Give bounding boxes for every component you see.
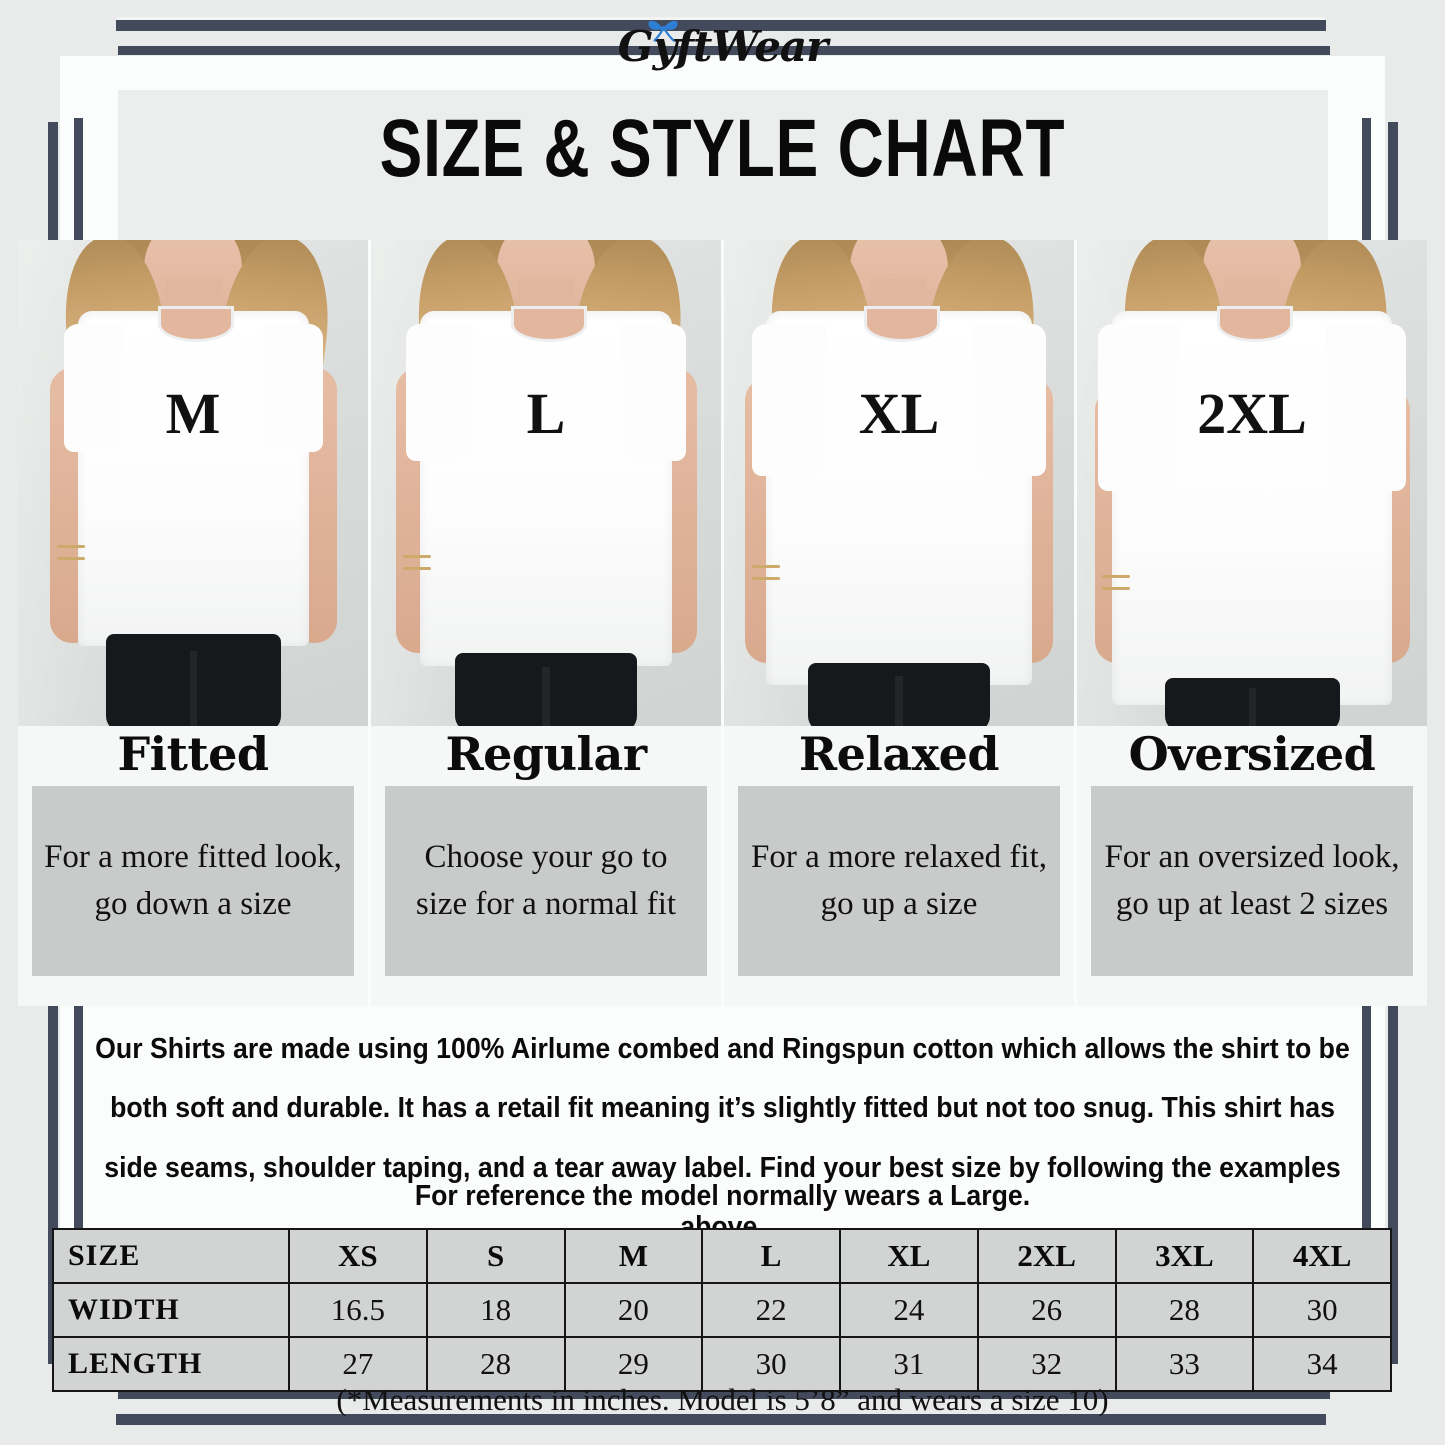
fabric-description-paragraph: Our Shirts are made using 100% Airlume c… xyxy=(95,1033,1350,1243)
width-2xl: 26 xyxy=(976,1282,1117,1338)
length-s: 28 xyxy=(425,1336,566,1392)
style-name-fitted: Fitted xyxy=(117,727,269,781)
style-guide-row: Fitted For a more fitted look, go down a… xyxy=(18,726,1427,1006)
style-desc-box-relaxed: For a more relaxed fit, go up a size xyxy=(738,786,1060,977)
length-4xl: 34 xyxy=(1252,1336,1392,1392)
table-col-size: SIZE xyxy=(52,1228,290,1284)
table-col-s: S xyxy=(425,1228,566,1284)
model-reference-note: For reference the model normally wears a… xyxy=(414,1180,1031,1212)
width-s: 18 xyxy=(425,1282,566,1338)
style-desc-box-regular: Choose your go to size for a normal fit xyxy=(385,786,707,977)
length-3xl: 33 xyxy=(1114,1336,1255,1392)
style-name-regular: Regular xyxy=(445,727,647,781)
width-xs: 16.5 xyxy=(288,1282,428,1338)
model-size-label-2xl: 2XL xyxy=(1197,381,1307,447)
page-title: SIZE & STYLE CHART xyxy=(379,103,1066,194)
style-column-oversized: Oversized For an oversized look, go up a… xyxy=(1077,726,1427,1006)
brand-logo: GyftWear xyxy=(0,6,1445,86)
table-col-4xl: 4XL xyxy=(1252,1228,1392,1284)
width-l: 22 xyxy=(701,1282,841,1338)
model-card-m: M xyxy=(18,240,368,732)
table-col-l: L xyxy=(701,1228,841,1284)
row-label-length: LENGTH xyxy=(52,1336,290,1392)
table-col-xl: XL xyxy=(839,1228,979,1284)
frame-line-top-inner xyxy=(118,46,1330,55)
style-description-relaxed: For a more relaxed fit, go up a size xyxy=(751,839,1047,923)
style-column-regular: Regular Choose your go to size for a nor… xyxy=(371,726,721,1006)
style-description-oversized: For an oversized look, go up at least 2 … xyxy=(1104,839,1400,923)
style-description-fitted: For a more fitted look, go down a size xyxy=(44,839,342,923)
style-name-oversized: Oversized xyxy=(1128,727,1376,781)
frame-line-bottom-inner xyxy=(118,1390,1330,1399)
style-name-relaxed: Relaxed xyxy=(798,727,1000,781)
style-desc-box-fitted: For a more fitted look, go down a size xyxy=(32,786,354,977)
model-size-label-m: M xyxy=(165,381,221,447)
width-xl: 24 xyxy=(839,1282,979,1338)
width-m: 20 xyxy=(563,1282,704,1338)
model-card-2xl: 2XL xyxy=(1077,240,1427,732)
model-photo-strip: M L xyxy=(18,240,1427,732)
frame-line-top-outer xyxy=(116,20,1326,31)
measurements-table: SIZE XS S M L XL 2XL 3XL 4XL WIDTH 16.5 … xyxy=(52,1228,1392,1392)
length-l: 30 xyxy=(701,1336,841,1392)
table-col-3xl: 3XL xyxy=(1114,1228,1255,1284)
width-4xl: 30 xyxy=(1252,1282,1392,1338)
model-card-l: L xyxy=(371,240,721,732)
length-2xl: 32 xyxy=(976,1336,1117,1392)
table-row: LENGTH 27 28 29 30 31 32 33 34 xyxy=(52,1336,1392,1392)
style-description-regular: Choose your go to size for a normal fit xyxy=(415,839,677,923)
style-column-fitted: Fitted For a more fitted look, go down a… xyxy=(18,726,368,1006)
table-col-m: M xyxy=(563,1228,704,1284)
frame-line-bottom-outer xyxy=(116,1414,1326,1425)
style-desc-box-oversized: For an oversized look, go up at least 2 … xyxy=(1091,786,1413,977)
table-col-xs: XS xyxy=(288,1228,428,1284)
measurements-footnote: (*Measurements in inches. Model is 5’8” … xyxy=(336,1382,1109,1417)
bow-icon xyxy=(648,20,678,42)
length-xs: 27 xyxy=(288,1336,428,1392)
style-column-relaxed: Relaxed For a more relaxed fit, go up a … xyxy=(724,726,1074,1006)
model-size-label-l: L xyxy=(526,381,566,447)
model-size-label-xl: XL xyxy=(858,381,940,447)
model-card-xl: XL xyxy=(724,240,1074,732)
length-xl: 31 xyxy=(839,1336,979,1392)
length-m: 29 xyxy=(563,1336,704,1392)
width-3xl: 28 xyxy=(1114,1282,1255,1338)
table-header-row: SIZE XS S M L XL 2XL 3XL 4XL xyxy=(52,1228,1392,1284)
header-panel xyxy=(118,90,1328,240)
table-col-2xl: 2XL xyxy=(976,1228,1117,1284)
row-label-width: WIDTH xyxy=(52,1282,290,1338)
table-row: WIDTH 16.5 18 20 22 24 26 28 30 xyxy=(52,1282,1392,1338)
